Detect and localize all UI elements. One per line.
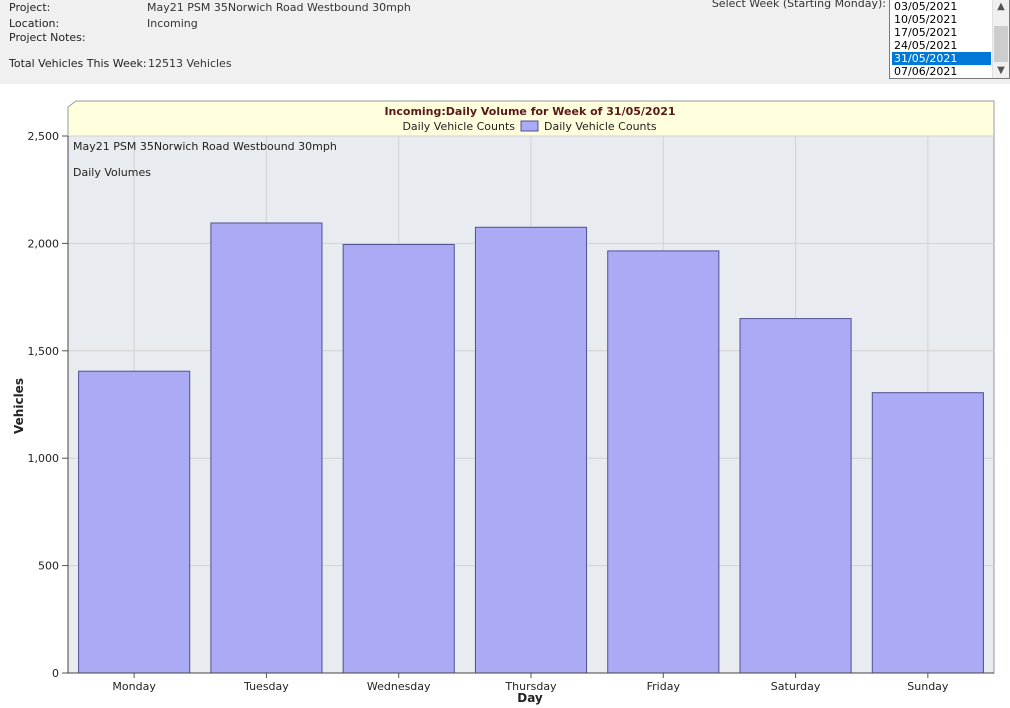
- bar-saturday: [739, 318, 852, 674]
- daily-volume-chart: 0 500 1,000 1,500 2,000 2,500 Monday Tuesday Wed…: [12, 100, 995, 705]
- x-tick-label: Thursday: [504, 680, 557, 693]
- x-tick-label: Friday: [647, 680, 681, 693]
- week-option[interactable]: 17/05/2021: [894, 26, 958, 39]
- x-tick-label: Saturday: [771, 680, 821, 693]
- week-option[interactable]: 07/06/2021: [894, 65, 958, 78]
- total-vehicles-value: 12513 Vehicles: [148, 57, 232, 70]
- week-list-scrollbar[interactable]: ▲ ▼: [992, 0, 1009, 78]
- x-tick-label: Sunday: [907, 680, 949, 693]
- x-tick-label: Wednesday: [367, 680, 431, 693]
- scroll-thumb[interactable]: [994, 26, 1008, 62]
- project-label: Project:: [9, 1, 51, 14]
- project-value: May21 PSM 35Norwich Road Westbound 30mph: [147, 1, 411, 14]
- y-tick-label: 2,000: [28, 237, 60, 250]
- x-tick-label: Monday: [112, 680, 156, 693]
- bar-thursday: [474, 226, 588, 674]
- week-option[interactable]: 24/05/2021: [894, 39, 958, 52]
- scroll-up-icon[interactable]: ▲: [997, 1, 1005, 12]
- legend-entry: Daily Vehicle Counts: [544, 120, 657, 133]
- y-axis-title: Vehicles: [12, 378, 26, 434]
- total-vehicles-label: Total Vehicles This Week:: [9, 57, 147, 70]
- week-option[interactable]: 03/05/2021: [894, 0, 958, 13]
- location-value: Incoming: [147, 17, 198, 30]
- week-list: 03/05/2021 10/05/2021 17/05/2021 24/05/2021…: [892, 0, 991, 78]
- location-label: Location:: [9, 17, 60, 30]
- bar-wednesday: [342, 243, 455, 674]
- week-listbox[interactable]: 03/05/2021 10/05/2021 17/05/2021 24/05/2021…: [889, 0, 1010, 79]
- annotation-daily-volumes: Daily Volumes: [73, 166, 151, 179]
- project-notes-label: Project Notes:: [9, 31, 86, 44]
- bar-monday: [78, 370, 191, 674]
- y-tick-label: 2,500: [28, 130, 60, 143]
- y-tick-label: 500: [38, 560, 59, 573]
- y-tick-label: 0: [52, 667, 59, 680]
- chart-title: Incoming:Daily Volume for Week of 31/05/…: [384, 105, 675, 118]
- week-select-label: Select Week (Starting Monday):: [711, 0, 886, 10]
- annotation-project: May21 PSM 35Norwich Road Westbound 30mph: [73, 140, 337, 153]
- week-option[interactable]: 31/05/2021: [892, 52, 991, 65]
- week-option[interactable]: 10/05/2021: [894, 13, 958, 26]
- project-info-panel: Project: May21 PSM 35Norwich Road Westbo…: [0, 0, 1010, 84]
- legend-swatch: [520, 120, 539, 132]
- y-tick-label: 1,500: [28, 345, 60, 358]
- bar-friday: [607, 250, 720, 674]
- bar-tuesday: [210, 222, 323, 674]
- bar-sunday: [871, 392, 984, 674]
- legend-text: Daily Vehicle Counts: [402, 120, 515, 133]
- scroll-down-icon[interactable]: ▼: [997, 65, 1005, 76]
- y-tick-label: 1,000: [28, 452, 60, 465]
- x-tick-label: Tuesday: [243, 680, 289, 693]
- x-axis-title: Day: [517, 691, 543, 705]
